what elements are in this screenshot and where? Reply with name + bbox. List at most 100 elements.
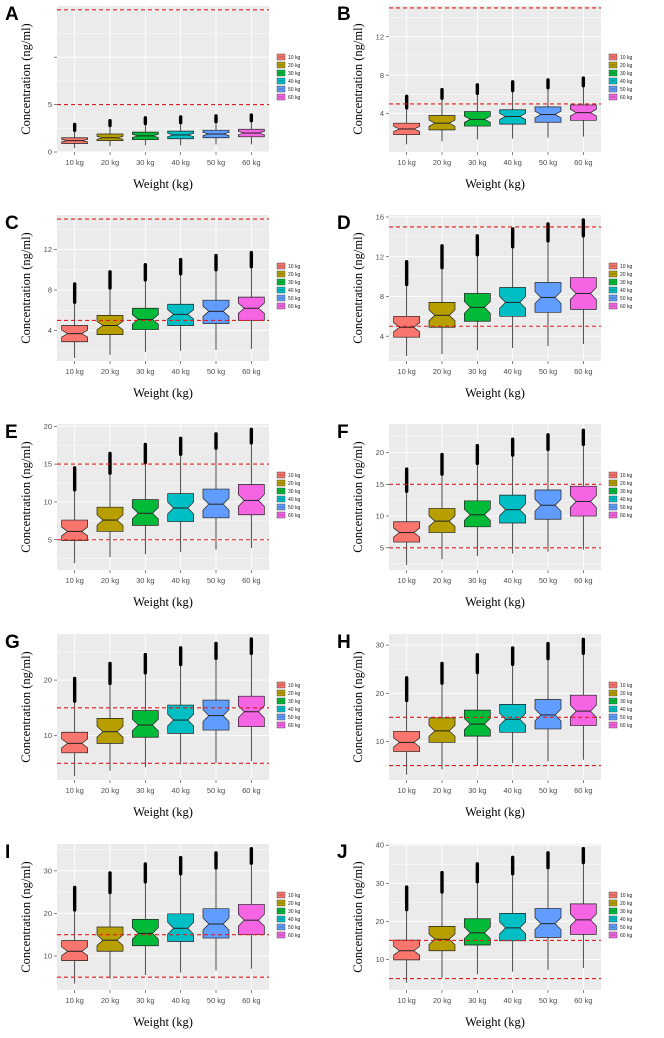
legend: 10 kg 20 kg 30 kg 40 kg 50 kg 60 kg — [276, 262, 300, 310]
box-50kg — [534, 641, 562, 762]
y-tick-label: 20 — [376, 448, 384, 457]
box-40kg — [499, 80, 527, 139]
box-30kg — [131, 116, 159, 146]
x-tick-label: 20 kg — [433, 786, 451, 795]
y-tick-label: 4 — [380, 332, 384, 341]
panel-g: G 10 20 10 kg 20 kg 30 kg 40 kg 50 kg 60 kg Weigh… — [5, 632, 300, 819]
x-tick-label: 10 kg — [397, 576, 415, 585]
y-axis-title: Concentration (ng/ml) — [351, 651, 365, 762]
panel-a: A 0 5 10 kg 20 kg 30 kg 40 kg 50 kg 60 kg Weight … — [5, 4, 300, 191]
legend-label: 10 kg — [620, 264, 632, 270]
y-tick-label: 15 — [376, 480, 384, 489]
x-axis-title: Weight (kg) — [465, 805, 525, 819]
legend-label: 30 kg — [620, 489, 632, 495]
legend: 10 kg 20 kg 30 kg 40 kg 50 kg 60 kg — [276, 53, 300, 101]
legend-label: 10 kg — [620, 893, 632, 899]
plot-background — [389, 634, 601, 780]
notched-box — [463, 500, 491, 528]
x-tick-label: 40 kg — [503, 996, 521, 1005]
x-tick-label: 60 kg — [242, 158, 260, 167]
notched-box — [237, 484, 265, 516]
x-tick-label: 10 kg — [65, 786, 83, 795]
panel-letter: E — [5, 422, 18, 443]
legend-label: 60 kg — [620, 723, 632, 729]
x-tick-label: 60 kg — [242, 786, 260, 795]
y-tick-label: 30 — [376, 879, 384, 888]
x-tick-label: 50 kg — [207, 576, 225, 585]
legend-label: 10 kg — [620, 683, 632, 689]
legend-label: 40 kg — [620, 79, 632, 85]
legend: 10 kg 20 kg 30 kg 40 kg 50 kg 60 kg — [608, 681, 632, 729]
legend-label: 60 kg — [620, 95, 632, 101]
panel-letter: D — [337, 213, 351, 234]
y-tick-label: 12 — [44, 245, 52, 254]
legend-label: 20 kg — [620, 63, 632, 69]
legend-label: 40 kg — [620, 707, 632, 713]
x-tick-label: 30 kg — [136, 786, 154, 795]
y-tick-label: 20 — [44, 676, 52, 685]
plot-background — [389, 215, 601, 361]
x-tick-label: 50 kg — [539, 367, 557, 376]
legend-label: 30 kg — [288, 699, 300, 705]
legend: 10 kg 20 kg 30 kg 40 kg 50 kg 60 kg — [276, 681, 300, 729]
box-60kg — [237, 250, 265, 349]
panel-letter: A — [5, 4, 19, 25]
box-60kg — [237, 113, 265, 145]
x-tick-label: 60 kg — [574, 576, 592, 585]
panel-d: D 4 8 12 16 10 kg 20 kg 30 kg 40 kg 50 kg 60 kg Wei… — [337, 213, 632, 400]
box-10kg — [61, 885, 89, 984]
box-50kg — [202, 851, 230, 971]
x-tick-label: 30 kg — [136, 576, 154, 585]
x-tick-label: 20 kg — [433, 158, 451, 167]
legend-label: 50 kg — [288, 715, 300, 721]
legend-label: 30 kg — [620, 909, 632, 915]
x-tick-label: 30 kg — [468, 367, 486, 376]
box-10kg — [61, 122, 89, 149]
legend: 10 kg 20 kg 30 kg 40 kg 50 kg 60 kg — [608, 891, 632, 939]
notched-box — [131, 499, 159, 526]
legend-label: 60 kg — [620, 304, 632, 310]
x-tick-label: 50 kg — [539, 576, 557, 585]
y-tick-label: 10 — [376, 737, 384, 746]
box-40kg — [499, 437, 527, 554]
box-60kg — [569, 637, 597, 760]
legend-label: 20 kg — [288, 272, 300, 278]
legend-label: 40 kg — [288, 497, 300, 503]
x-axis-title: Weight (kg) — [133, 595, 193, 609]
notched-box — [96, 506, 124, 532]
box-30kg — [463, 83, 491, 140]
x-tick-label: 60 kg — [242, 367, 260, 376]
legend-label: 40 kg — [288, 79, 300, 85]
legend-label: 50 kg — [288, 87, 300, 93]
x-tick-label: 20 kg — [433, 367, 451, 376]
x-tick-label: 30 kg — [468, 158, 486, 167]
x-tick-label: 40 kg — [503, 786, 521, 795]
box-50kg — [534, 222, 562, 347]
legend-label: 40 kg — [288, 288, 300, 294]
x-tick-label: 10 kg — [65, 367, 83, 376]
y-tick-label: 10 — [44, 731, 52, 740]
x-tick-label: 20 kg — [433, 576, 451, 585]
box-20kg — [428, 87, 456, 142]
x-tick-label: 50 kg — [207, 367, 225, 376]
box-20kg — [428, 661, 456, 770]
y-tick-label: 4 — [48, 326, 52, 335]
legend-label: 60 kg — [620, 513, 632, 519]
legend-label: 10 kg — [288, 264, 300, 270]
y-axis-title: Concentration (ng/ml) — [19, 861, 33, 972]
x-tick-label: 20 kg — [101, 158, 119, 167]
panel-b: B 4 8 12 10 kg 20 kg 30 kg 40 kg 50 kg 60 kg Weigh… — [337, 4, 632, 191]
plot-background — [57, 215, 269, 361]
x-axis-title: Weight (kg) — [465, 386, 525, 400]
x-tick-label: 40 kg — [171, 786, 189, 795]
plot-background — [389, 844, 601, 990]
y-tick-label: 8 — [48, 286, 52, 295]
x-tick-label: 20 kg — [101, 996, 119, 1005]
box-40kg — [167, 855, 195, 973]
y-tick-label: 4 — [380, 109, 384, 118]
box-60kg — [569, 76, 597, 137]
x-tick-label: 30 kg — [136, 158, 154, 167]
x-tick-label: 60 kg — [574, 367, 592, 376]
x-tick-label: 60 kg — [574, 996, 592, 1005]
y-tick-label: 20 — [376, 689, 384, 698]
